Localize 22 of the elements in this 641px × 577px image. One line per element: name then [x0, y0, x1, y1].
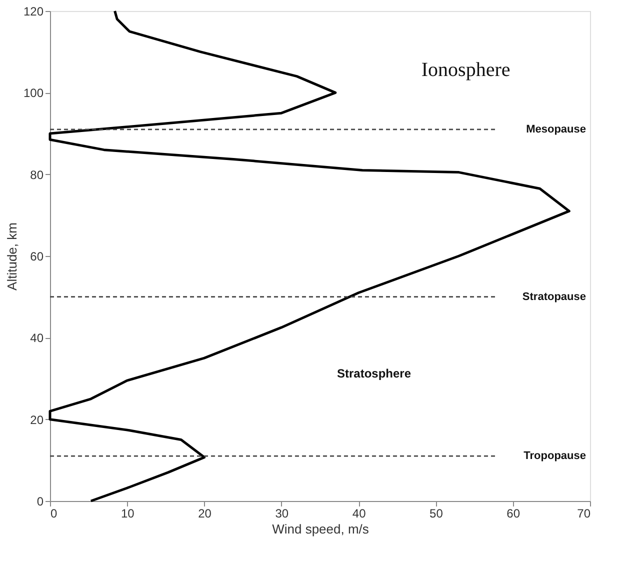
- x-tick-label: 10: [120, 506, 135, 520]
- x-tick-label: 50: [430, 506, 444, 520]
- y-tick-label: 80: [30, 168, 44, 182]
- ref-line-label: Tropopause: [524, 450, 586, 462]
- y-tick-label: 20: [30, 412, 44, 427]
- x-tick-label: 40: [352, 506, 366, 520]
- y-tick-label: 100: [23, 86, 44, 100]
- y-tick-label: 0: [36, 494, 44, 508]
- x-tick-label: 0: [50, 506, 58, 520]
- y-tick-label: 40: [30, 331, 44, 346]
- y-axis-title: Altitude, km: [4, 222, 20, 290]
- x-axis-title: Wind speed, m/s: [272, 522, 370, 536]
- x-tick-label: 60: [506, 506, 520, 520]
- y-tick-label: 60: [30, 250, 44, 264]
- ref-line-label: Mesopause: [526, 123, 586, 136]
- x-tick-label: 30: [275, 506, 289, 520]
- ref-line-label: Stratopause: [522, 290, 586, 303]
- annotation: Ionosphere: [421, 58, 510, 81]
- x-tick-label: 70: [577, 506, 591, 520]
- y-tick-label: 120: [23, 4, 44, 18]
- x-tick-label: 20: [198, 506, 212, 520]
- annotation: Stratosphere: [336, 366, 412, 381]
